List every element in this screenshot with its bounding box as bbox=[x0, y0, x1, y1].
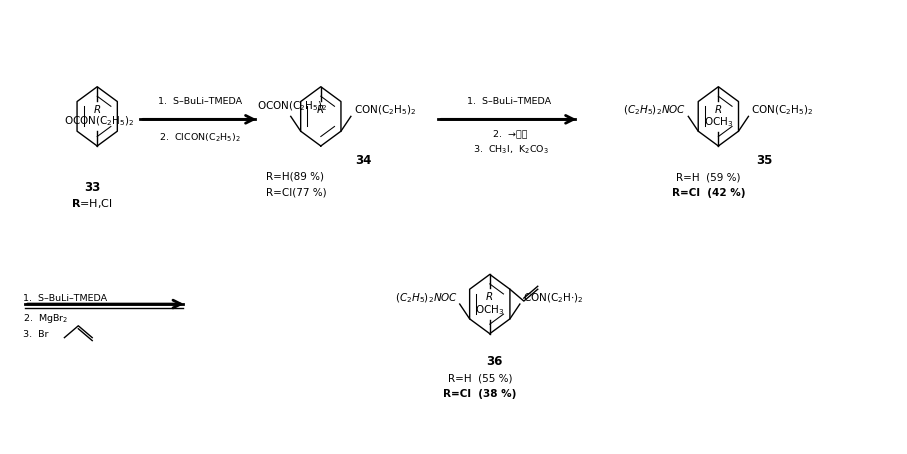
Text: 33: 33 bbox=[84, 181, 101, 193]
Text: 3.  Br: 3. Br bbox=[23, 330, 48, 339]
Text: 2.  ClCON(C$_2$H$_5$)$_2$: 2. ClCON(C$_2$H$_5$)$_2$ bbox=[159, 131, 240, 143]
Text: 3.  CH$_3$I,  K$_2$CO$_3$: 3. CH$_3$I, K$_2$CO$_3$ bbox=[473, 143, 549, 156]
Text: R: R bbox=[486, 292, 493, 302]
Text: OCH$_3$: OCH$_3$ bbox=[704, 115, 733, 129]
Text: 2.  →室温: 2. →室温 bbox=[493, 129, 528, 138]
Text: OCON(C$_2$H$_5$)$_2$: OCON(C$_2$H$_5$)$_2$ bbox=[258, 100, 328, 114]
Text: 2.  MgBr$_2$: 2. MgBr$_2$ bbox=[23, 312, 68, 325]
Text: CON(C$_2$H$_5$)$_2$: CON(C$_2$H$_5$)$_2$ bbox=[751, 104, 814, 117]
Text: R: R bbox=[93, 104, 101, 114]
Text: CON(C$_2$H$\cdot$)$_2$: CON(C$_2$H$\cdot$)$_2$ bbox=[522, 291, 583, 305]
Text: 36: 36 bbox=[486, 355, 503, 368]
Text: 34: 34 bbox=[356, 154, 372, 167]
Text: R=H  (55 %): R=H (55 %) bbox=[447, 373, 512, 383]
Text: R=Cl(77 %): R=Cl(77 %) bbox=[266, 188, 327, 197]
Text: R: R bbox=[317, 104, 325, 114]
Text: OCON(C$_2$H$_5$)$_2$: OCON(C$_2$H$_5$)$_2$ bbox=[64, 114, 134, 128]
Text: R: R bbox=[715, 104, 722, 114]
Text: $(C_2H_5)_2$NOC: $(C_2H_5)_2$NOC bbox=[395, 291, 458, 305]
Text: $\mathbf{R}$=H,Cl: $\mathbf{R}$=H,Cl bbox=[72, 197, 113, 210]
Text: R=Cl  (42 %): R=Cl (42 %) bbox=[672, 188, 746, 198]
Text: R=H(89 %): R=H(89 %) bbox=[266, 172, 324, 182]
Text: 1.  S–BuLi–TMEDA: 1. S–BuLi–TMEDA bbox=[23, 294, 107, 303]
Text: R=H  (59 %): R=H (59 %) bbox=[677, 173, 741, 183]
Text: 35: 35 bbox=[756, 154, 773, 167]
Text: 1.  S–BuLi–TMEDA: 1. S–BuLi–TMEDA bbox=[466, 97, 551, 105]
Text: $(C_2H_5)_2$NOC: $(C_2H_5)_2$NOC bbox=[623, 104, 687, 117]
Text: R=Cl  (38 %): R=Cl (38 %) bbox=[444, 389, 516, 399]
Text: 1.  S–BuLi–TMEDA: 1. S–BuLi–TMEDA bbox=[158, 97, 241, 105]
Text: CON(C$_2$H$_5$)$_2$: CON(C$_2$H$_5$)$_2$ bbox=[354, 104, 416, 117]
Text: OCH$_3$: OCH$_3$ bbox=[475, 303, 504, 317]
